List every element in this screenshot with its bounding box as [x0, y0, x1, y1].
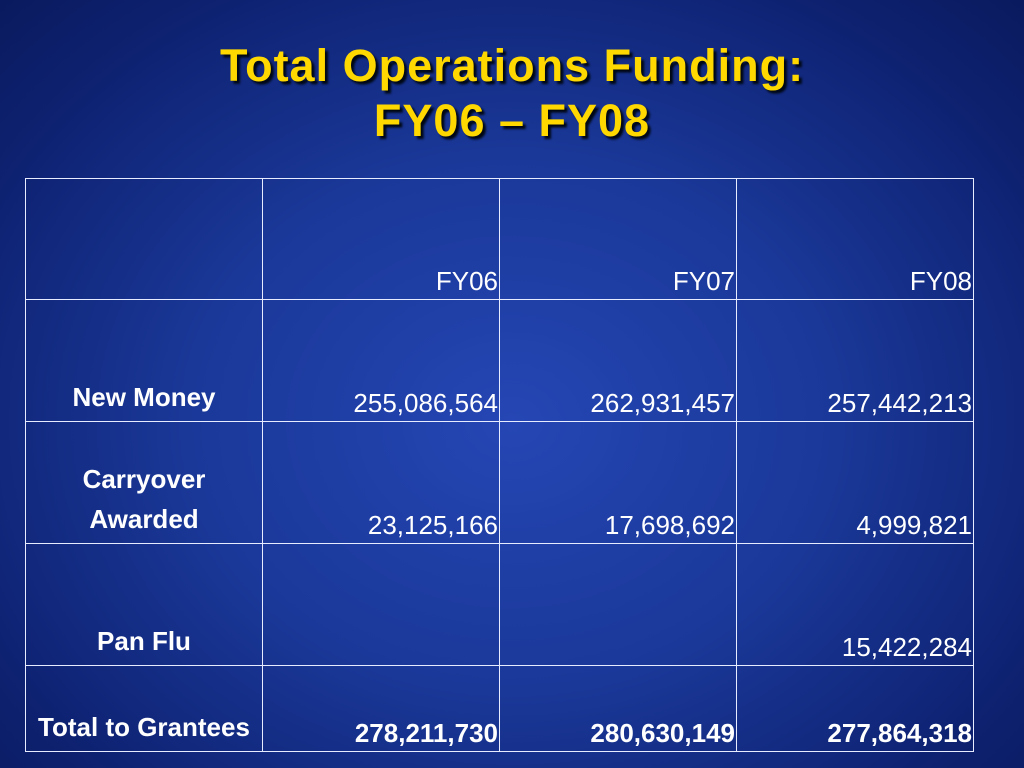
row-label: Pan Flu: [25, 543, 263, 666]
cell: 262,931,457: [499, 299, 737, 422]
empty-cell: [262, 543, 500, 666]
data-row: Carryover Awarded 23,125,166 17,698,692 …: [25, 421, 974, 544]
data-row: Pan Flu 15,422,284: [25, 543, 974, 666]
cell: 255,086,564: [262, 299, 500, 422]
empty-cell: [499, 543, 737, 666]
cell: 23,125,166: [262, 421, 500, 544]
row-label: Carryover Awarded: [25, 421, 263, 544]
corner-cell: [25, 178, 263, 300]
slide-title: Total Operations Funding: FY06 – FY08: [0, 38, 1024, 148]
title-line: FY06 – FY08: [373, 95, 651, 146]
cell: 15,422,284: [736, 543, 974, 666]
column-header: FY06: [262, 178, 500, 300]
cell: 4,999,821: [736, 421, 974, 544]
cell: 280,630,149: [499, 665, 737, 752]
cell: 278,211,730: [262, 665, 500, 752]
data-row: New Money 255,086,564 262,931,457 257,44…: [25, 299, 974, 422]
cell: 17,698,692: [499, 421, 737, 544]
column-header: FY07: [499, 178, 737, 300]
header-row: FY06 FY07 FY08: [25, 178, 974, 300]
funding-table: FY06 FY07 FY08 New Money 255,086,564 262…: [25, 178, 974, 752]
row-label: Total to Grantees: [25, 665, 263, 752]
column-header: FY08: [736, 178, 974, 300]
total-row: Total to Grantees 278,211,730 280,630,14…: [25, 665, 974, 752]
row-label: New Money: [25, 299, 263, 422]
title-line: Total Operations Funding:: [219, 40, 805, 91]
cell: 277,864,318: [736, 665, 974, 752]
cell: 257,442,213: [736, 299, 974, 422]
